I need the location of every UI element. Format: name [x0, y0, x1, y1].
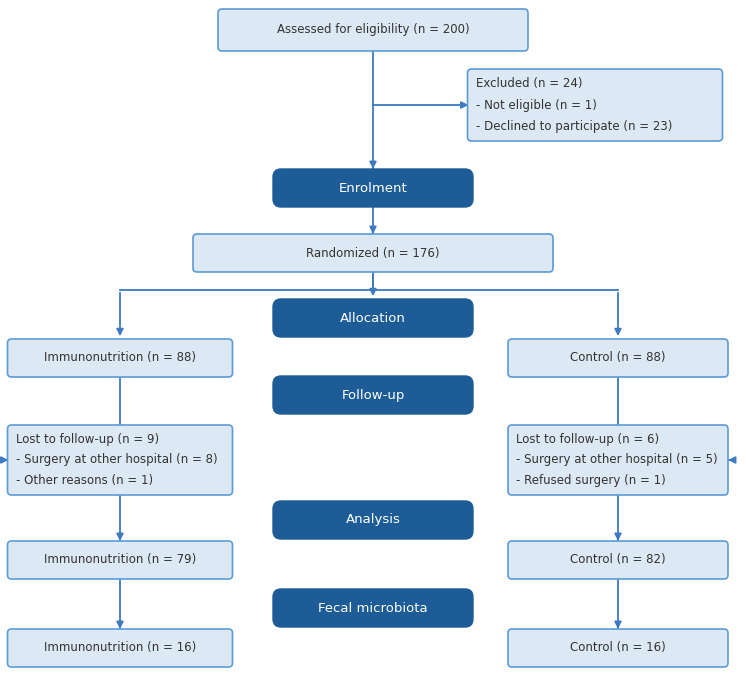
FancyBboxPatch shape	[468, 69, 722, 141]
FancyBboxPatch shape	[508, 425, 728, 495]
Text: Randomized (n = 176): Randomized (n = 176)	[307, 246, 439, 259]
Text: - Surgery at other hospital (n = 8): - Surgery at other hospital (n = 8)	[16, 454, 217, 466]
Text: Allocation: Allocation	[340, 311, 406, 324]
FancyBboxPatch shape	[508, 541, 728, 579]
Text: Fecal microbiota: Fecal microbiota	[319, 601, 427, 615]
FancyBboxPatch shape	[218, 9, 528, 51]
FancyBboxPatch shape	[7, 629, 233, 667]
Text: - Surgery at other hospital (n = 5): - Surgery at other hospital (n = 5)	[516, 454, 718, 466]
Text: Control (n = 82): Control (n = 82)	[570, 554, 666, 567]
Text: Follow-up: Follow-up	[342, 389, 404, 401]
FancyBboxPatch shape	[7, 541, 233, 579]
FancyBboxPatch shape	[273, 501, 473, 539]
FancyBboxPatch shape	[7, 425, 233, 495]
Text: Excluded (n = 24): Excluded (n = 24)	[475, 77, 582, 90]
Text: Enrolment: Enrolment	[339, 181, 407, 194]
FancyBboxPatch shape	[273, 376, 473, 414]
Text: Control (n = 88): Control (n = 88)	[570, 351, 665, 364]
FancyBboxPatch shape	[273, 169, 473, 207]
Text: Immunonutrition (n = 79): Immunonutrition (n = 79)	[44, 554, 196, 567]
FancyBboxPatch shape	[508, 629, 728, 667]
Text: Immunonutrition (n = 16): Immunonutrition (n = 16)	[44, 642, 196, 655]
Text: Control (n = 16): Control (n = 16)	[570, 642, 666, 655]
Text: - Declined to participate (n = 23): - Declined to participate (n = 23)	[475, 120, 672, 133]
Text: Assessed for eligibility (n = 200): Assessed for eligibility (n = 200)	[277, 24, 469, 37]
FancyBboxPatch shape	[508, 339, 728, 377]
FancyBboxPatch shape	[273, 589, 473, 627]
Text: - Refused surgery (n = 1): - Refused surgery (n = 1)	[516, 474, 665, 487]
Text: Analysis: Analysis	[345, 513, 401, 527]
FancyBboxPatch shape	[7, 339, 233, 377]
Text: Immunonutrition (n = 88): Immunonutrition (n = 88)	[44, 351, 196, 364]
Text: - Not eligible (n = 1): - Not eligible (n = 1)	[475, 98, 596, 112]
Text: Lost to follow-up (n = 9): Lost to follow-up (n = 9)	[16, 433, 159, 446]
Text: - Other reasons (n = 1): - Other reasons (n = 1)	[16, 474, 153, 487]
FancyBboxPatch shape	[193, 234, 553, 272]
Text: Lost to follow-up (n = 6): Lost to follow-up (n = 6)	[516, 433, 659, 446]
FancyBboxPatch shape	[273, 299, 473, 337]
